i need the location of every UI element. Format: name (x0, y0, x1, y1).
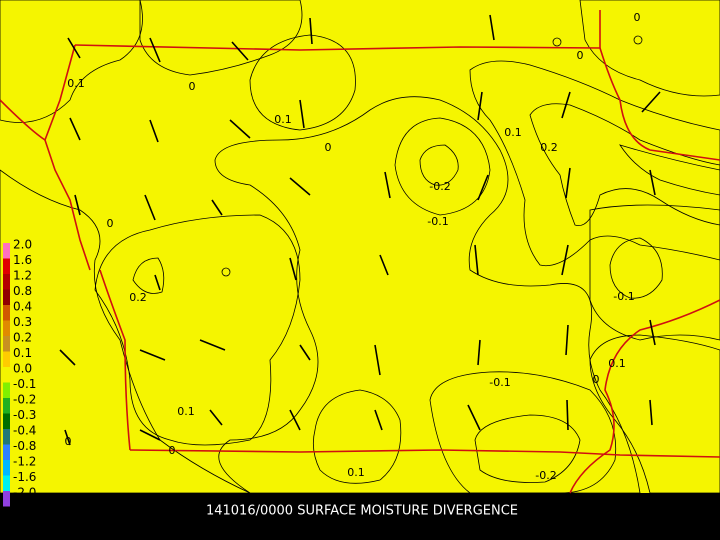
legend-swatch (3, 429, 10, 445)
contour-label: 0.2 (129, 291, 147, 304)
legend-swatch (3, 336, 10, 352)
contour-label: -0.1 (489, 376, 510, 389)
contour-label: 0.1 (177, 405, 195, 418)
wind-barbs (59, 14, 661, 446)
contour-label: 0.2 (540, 141, 558, 154)
contour-label: -0.2 (429, 180, 450, 193)
legend-swatch (3, 351, 10, 367)
legend-label: 0.0 (13, 362, 32, 376)
contour-label: 0 (325, 141, 332, 154)
contour-label: 0.1 (347, 466, 365, 479)
legend-label: -2.0 (13, 486, 36, 500)
legend-swatch (3, 475, 10, 491)
legend-swatch (3, 305, 10, 321)
field (0, 0, 720, 494)
legend-label: -0.4 (13, 424, 36, 438)
legend-swatch (3, 289, 10, 305)
contour-labels: 0.1 0 0.1 0 -0.2 -0.1 0.1 0.2 0 0 0.2 -0.1 0.1 0 -0.1 0… (65, 11, 641, 482)
contour-label: 0.1 (504, 126, 522, 139)
contour-label: 0 (577, 49, 584, 62)
contour-label: 0 (107, 217, 114, 230)
legend: 2.01.6 1.20.8 0.40.3 0.20.1 0.0-0.1 -0.2-0.3 -… (3, 238, 36, 507)
contour-label: 0 (65, 435, 72, 448)
contour-label: 0.1 (67, 77, 85, 90)
title: 141016/0000 SURFACE MOISTURE DIVERGENCE (206, 504, 518, 519)
legend-swatch (3, 398, 10, 414)
contour-label: 0.1 (274, 113, 292, 126)
contour-label: -0.1 (427, 215, 448, 228)
legend-swatch (3, 444, 10, 460)
legend-swatch (3, 274, 10, 290)
legend-swatch (3, 491, 10, 507)
legend-swatch (3, 320, 10, 336)
legend-label: -1.2 (13, 455, 36, 469)
legend-swatch (3, 413, 10, 429)
contour-label: 0 (189, 80, 196, 93)
legend-label: 1.2 (13, 269, 32, 283)
contour-label: 0 (593, 373, 600, 386)
legend-swatch (3, 460, 10, 476)
contour-label: -0.1 (613, 290, 634, 303)
legend-label: 0.1 (13, 346, 32, 360)
legend-label: -0.8 (13, 439, 36, 453)
legend-swatch (3, 258, 10, 274)
legend-swatch (3, 367, 10, 383)
state-borders (0, 10, 720, 494)
legend-label: -0.3 (13, 408, 36, 422)
legend-label: -1.6 (13, 470, 36, 484)
legend-label: -0.2 (13, 393, 36, 407)
contour-label: 0 (169, 444, 176, 457)
contour-label: 0 (634, 11, 641, 24)
contour-label: -0.2 (535, 469, 556, 482)
legend-label: -0.1 (13, 377, 36, 391)
legend-label: 2.0 (13, 238, 32, 252)
legend-label: 0.4 (13, 300, 32, 314)
legend-swatch (3, 382, 10, 398)
legend-label: 0.3 (13, 315, 32, 329)
legend-label: 1.6 (13, 253, 32, 267)
contour-label: 0.1 (608, 357, 626, 370)
legend-swatch (3, 243, 10, 259)
legend-label: 0.8 (13, 284, 32, 298)
legend-label: 0.2 (13, 331, 32, 345)
